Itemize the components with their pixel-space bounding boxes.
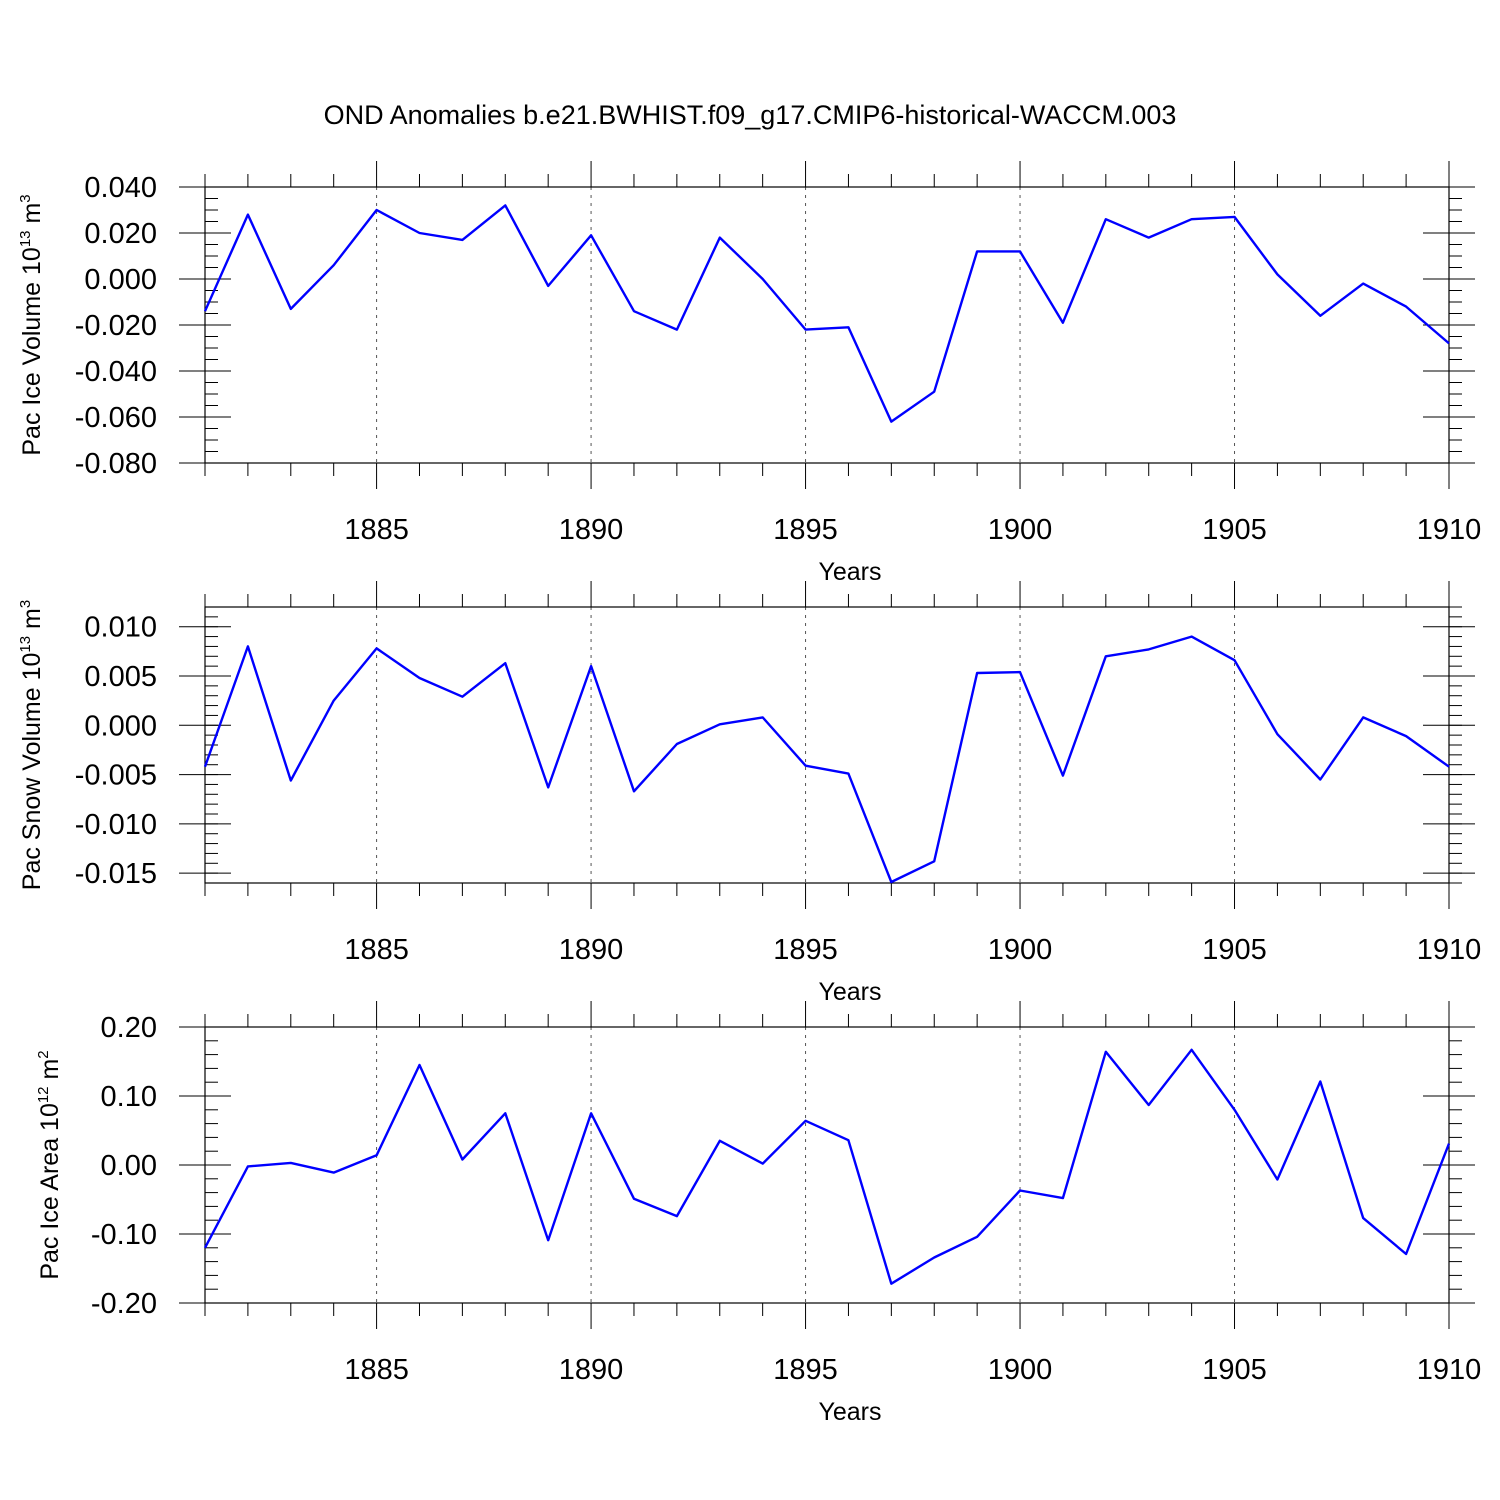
y-tick-label: 0.00: [101, 1150, 157, 1182]
y-tick-label: -0.005: [75, 760, 157, 792]
x-axis-label: Years: [818, 558, 881, 586]
x-tick-label: 1895: [773, 514, 838, 546]
y-tick-label: 0.20: [101, 1012, 157, 1044]
x-tick-label: 1885: [344, 514, 409, 546]
x-tick-label: 1885: [344, 1354, 409, 1386]
panel-1: 1885 1890 1895 1900 1905 1910 Years 0.040 0.020 0…: [17, 161, 1481, 586]
y-tick-label: -0.020: [75, 310, 157, 342]
x-tick-label: 1910: [1417, 514, 1482, 546]
y-tick-label: -0.010: [75, 809, 157, 841]
series-line: [203, 635, 1450, 884]
y-tick-label: -0.080: [75, 448, 157, 480]
y-axis-label: Pac Ice Volume 1013 m3: [17, 194, 46, 455]
y-tick-label: 0.000: [84, 710, 157, 742]
x-tick-label: 1905: [1202, 514, 1267, 546]
panel-2: 1885 1890 1895 1900 1905 1910 Years 0.010 0.005 0…: [17, 581, 1481, 1006]
y-tick-label: 0.040: [84, 172, 157, 204]
x-tick-label: 1890: [559, 934, 624, 966]
chart-panels: 1885 1890 1895 1900 1905 1910 Years 0.040 0.020 0…: [17, 161, 1481, 1426]
y-tick-label: -0.015: [75, 858, 157, 890]
y-tick-label: -0.040: [75, 356, 157, 388]
y-tick-label: -0.20: [91, 1288, 157, 1320]
y-tick-label: 0.010: [84, 612, 157, 644]
x-tick-label: 1895: [773, 1354, 838, 1386]
x-tick-label: 1895: [773, 934, 838, 966]
y-tick-label: -0.060: [75, 402, 157, 434]
x-tick-label: 1890: [559, 514, 624, 546]
y-tick-label: -0.10: [91, 1219, 157, 1251]
x-axis-label: Years: [818, 1398, 881, 1426]
x-tick-label: 1905: [1202, 934, 1267, 966]
x-tick-label: 1910: [1417, 1354, 1482, 1386]
y-tick-label: 0.000: [84, 264, 157, 296]
plot-frame: [204, 186, 1450, 464]
series-line: [203, 204, 1450, 423]
plot-frame: [204, 606, 1450, 884]
x-axis-label: Years: [818, 978, 881, 1006]
figure-title: OND Anomalies b.e21.BWHIST.f09_g17.CMIP6…: [324, 100, 1177, 130]
y-tick-label: 0.020: [84, 218, 157, 250]
panel-3: 1885 1890 1895 1900 1905 1910 Years 0.20 0.10 0.0…: [35, 1001, 1481, 1426]
x-tick-label: 1900: [988, 514, 1053, 546]
x-tick-label: 1885: [344, 934, 409, 966]
y-tick-label: 0.10: [101, 1081, 157, 1113]
x-tick-label: 1890: [559, 1354, 624, 1386]
y-axis-label: Pac Ice Area 1012 m2: [35, 1050, 64, 1279]
series-line: [203, 1048, 1451, 1285]
x-tick-label: 1905: [1202, 1354, 1267, 1386]
x-tick-label: 1910: [1417, 934, 1482, 966]
x-tick-label: 1900: [988, 1354, 1053, 1386]
x-tick-label: 1900: [988, 934, 1053, 966]
y-axis-label: Pac Snow Volume 1013 m3: [17, 600, 46, 890]
plot-frame: [204, 1026, 1450, 1304]
y-tick-label: 0.005: [84, 661, 157, 693]
